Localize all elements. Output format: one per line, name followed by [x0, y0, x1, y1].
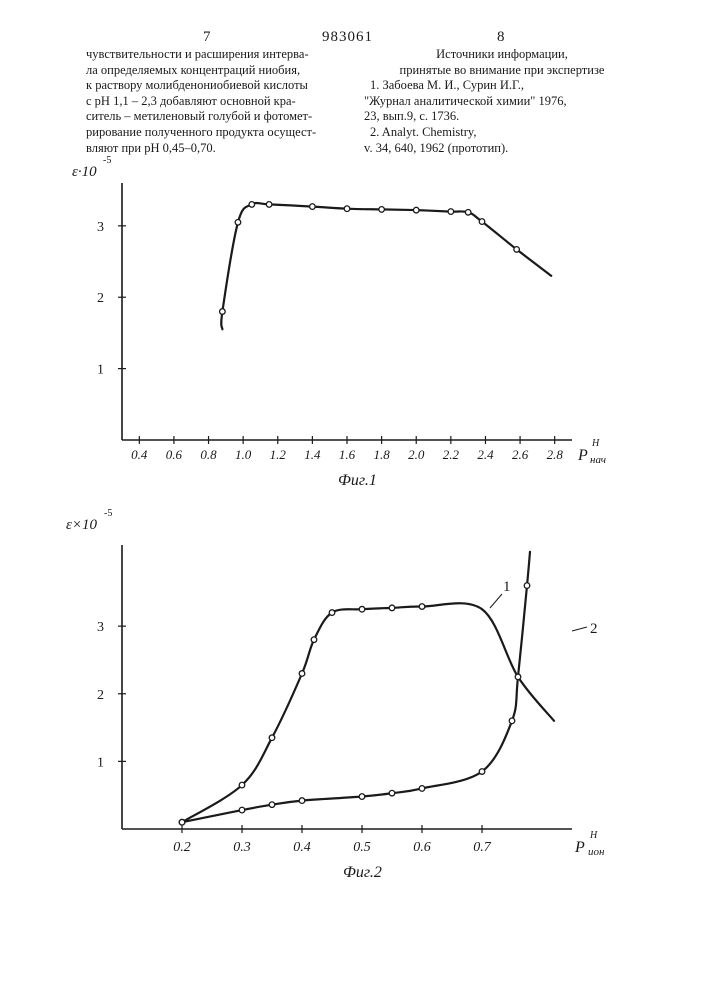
- series-1-point: [299, 671, 305, 677]
- series-1-point: [419, 604, 425, 610]
- x-axis-label-sub: ион: [588, 846, 605, 858]
- series-2-point: [515, 674, 521, 680]
- series-2-point: [419, 786, 425, 792]
- series-1-point: [311, 637, 317, 643]
- series-1-point: [359, 606, 365, 612]
- series-2-point: [359, 794, 365, 800]
- series-1-point: [389, 605, 395, 611]
- series-1-line: [182, 603, 554, 822]
- x-tick-label: 0.4: [293, 840, 311, 855]
- series-2-point: [179, 819, 185, 825]
- y-axis-label: ε×10: [66, 517, 98, 533]
- series-2-point: [509, 718, 515, 724]
- series-1-point: [239, 782, 245, 788]
- y-tick-label: 2: [97, 688, 104, 703]
- x-tick-label: 0.2: [173, 840, 191, 855]
- series-2-point: [524, 583, 530, 589]
- series-2-point: [269, 802, 275, 808]
- series-2-point: [299, 798, 305, 804]
- x-tick-label: 0.3: [233, 840, 251, 855]
- y-axis-label-exponent: -5: [104, 508, 112, 519]
- curve-2-label: 2: [590, 621, 598, 637]
- x-tick-label: 0.5: [353, 840, 371, 855]
- y-tick-label: 1: [97, 755, 104, 770]
- series-1-point: [329, 610, 335, 616]
- series-1-point: [269, 735, 275, 741]
- series-2-line: [182, 552, 530, 822]
- y-tick-label: 3: [97, 620, 104, 635]
- curve-1-leader: [490, 594, 502, 608]
- series-2-point: [389, 790, 395, 796]
- x-axis-label-sup: H: [589, 830, 598, 841]
- series-2-point: [479, 769, 485, 775]
- x-axis-label: P: [574, 839, 585, 856]
- curve-1-label: 1: [503, 579, 511, 595]
- curve-2-leader: [572, 627, 587, 631]
- series-2-point: [239, 807, 245, 813]
- x-tick-label: 0.7: [473, 840, 492, 855]
- x-tick-label: 0.6: [413, 840, 431, 855]
- figure-2-caption: Фиг.2: [343, 864, 382, 881]
